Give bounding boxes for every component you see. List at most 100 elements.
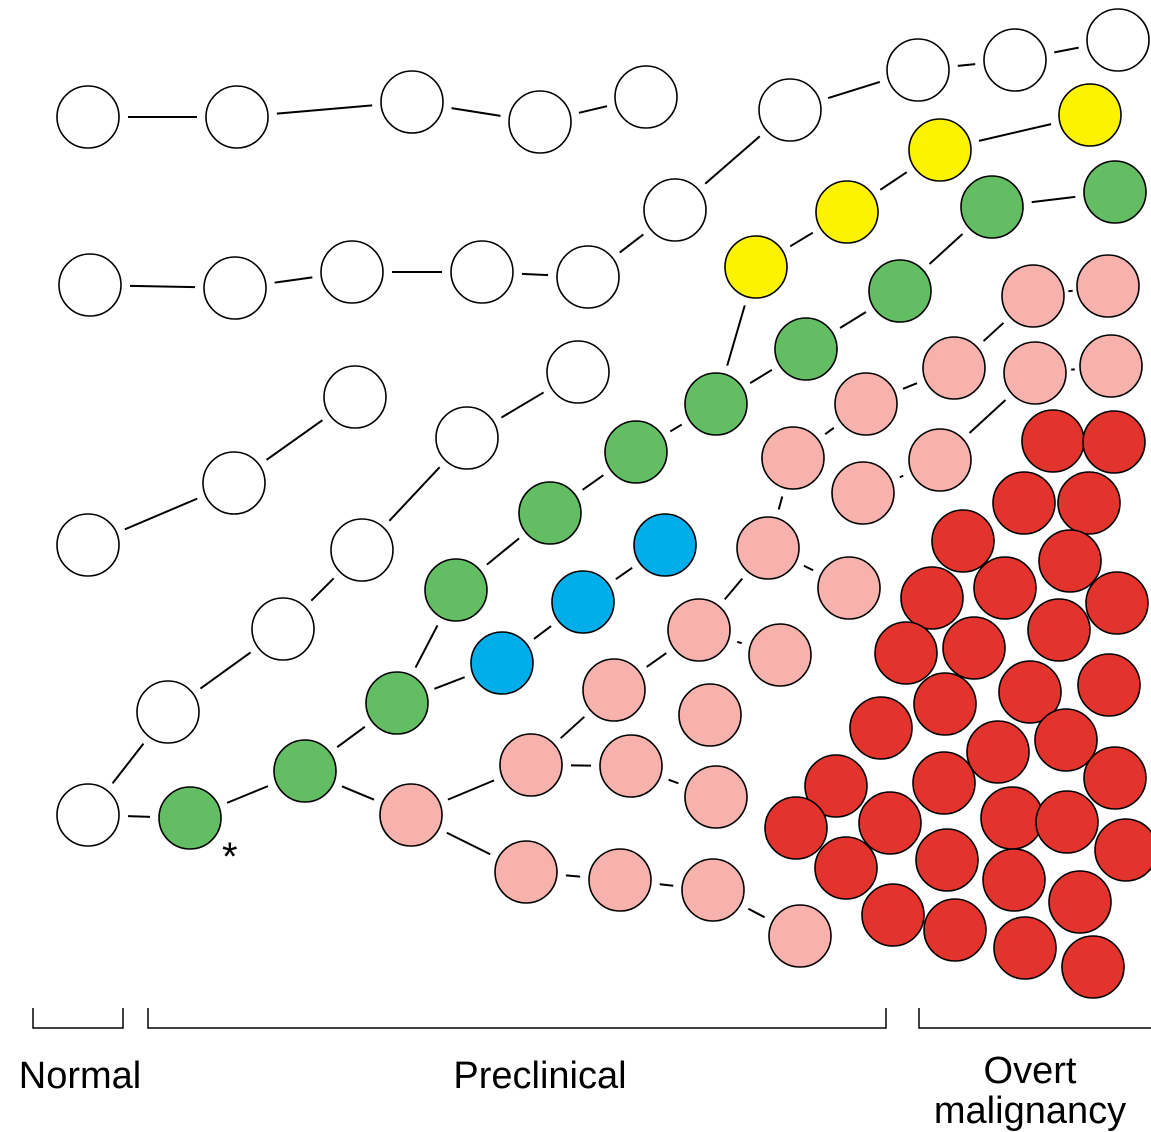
normal-cell	[546, 340, 610, 404]
malignant-cell	[900, 566, 964, 630]
malignant-cell	[1048, 870, 1112, 934]
lineage-line	[341, 785, 375, 801]
normal-cell	[435, 406, 499, 470]
pink-clone-cell	[831, 461, 895, 525]
lineage-line	[803, 564, 814, 572]
yellow-clone-cell	[908, 118, 972, 182]
malignant-cell	[931, 509, 995, 573]
lineage-line	[276, 104, 373, 115]
lineage-line	[434, 676, 465, 690]
lineage-line	[827, 80, 881, 100]
lineage-line	[957, 63, 976, 67]
yellow-clone-cell	[815, 180, 879, 244]
malignant-cell	[764, 796, 828, 860]
malignant-cell	[858, 791, 922, 855]
malignant-cell	[973, 556, 1037, 620]
pink-clone-cell	[922, 336, 986, 400]
normal-cell	[56, 85, 120, 149]
normal-cell	[556, 245, 620, 309]
lineage-line	[669, 423, 683, 433]
lineage-line	[1054, 46, 1079, 54]
lineage-line	[578, 105, 608, 114]
lineage-line	[336, 725, 366, 749]
malignant-cell	[966, 720, 1030, 784]
pink-clone-cell	[494, 840, 558, 904]
normal-cell	[1086, 8, 1150, 72]
malignant-cell	[993, 916, 1057, 980]
overt-label-line-2: malignancy	[933, 1089, 1127, 1132]
lineage-line	[310, 577, 335, 602]
malignant-cell	[861, 883, 925, 947]
lineage-line	[824, 426, 835, 436]
lineage-line	[704, 135, 761, 185]
lineage-line	[266, 419, 323, 461]
lineage-line	[451, 107, 501, 117]
normal-cell	[886, 38, 950, 102]
normal-cell	[330, 518, 394, 582]
lineage-line	[521, 272, 549, 277]
pink-clone-cell	[379, 783, 443, 847]
lineage-line	[968, 399, 1007, 434]
blue-clone-cell	[470, 631, 534, 695]
preclinical-stage-label: Preclinical	[453, 1055, 627, 1097]
lineage-line	[124, 497, 198, 531]
lineage-line	[111, 742, 145, 785]
malignant-cell	[913, 672, 977, 736]
malignant-cell	[923, 898, 987, 962]
normal-cell	[983, 28, 1047, 92]
normal-cell	[205, 85, 269, 149]
lineage-line	[749, 369, 773, 384]
overt-label-line-1: Overt	[983, 1050, 1077, 1092]
green-clone-cell	[273, 739, 337, 803]
lineage-line	[1031, 195, 1076, 204]
pink-clone-cell	[736, 516, 800, 580]
yellow-clone-cell	[1058, 83, 1122, 147]
pink-clone-cell	[834, 372, 898, 436]
lineage-line	[414, 624, 439, 669]
founder-mutation-marker: *	[222, 835, 238, 879]
green-clone-cell	[158, 786, 222, 850]
green-clone-cell	[518, 481, 582, 545]
normal-cell	[643, 178, 707, 242]
lineage-line	[747, 907, 766, 919]
normal-cell	[758, 78, 822, 142]
malignant-cell	[912, 751, 976, 815]
lineage-line	[486, 537, 520, 566]
malignant-cell	[1027, 598, 1091, 662]
stage-brackets	[32, 1008, 1151, 1029]
malignant-cell	[849, 696, 913, 760]
normal-stage-label: Normal	[18, 1055, 142, 1097]
lineage-line	[659, 883, 674, 887]
lineage-line	[723, 577, 744, 601]
lineage-line	[446, 831, 491, 856]
normal-cell	[251, 597, 315, 661]
overt-malignancy-bracket	[918, 1008, 1151, 1029]
pink-clone-cell	[678, 683, 742, 747]
lineage-line	[129, 284, 196, 289]
normal-cell	[450, 240, 514, 304]
green-clone-cell	[1083, 160, 1147, 224]
overt-malignancy-stage-label: Overt malignancy	[910, 1050, 1150, 1132]
normal-cell	[136, 680, 200, 744]
lineage-line	[668, 778, 679, 785]
green-clone-cell	[774, 317, 838, 381]
pink-clone-cell	[1001, 264, 1065, 328]
lineage-line	[615, 567, 633, 580]
lineage-line	[582, 474, 604, 491]
normal-cell	[203, 256, 267, 320]
malignant-cell	[1061, 935, 1125, 999]
malignant-cell	[992, 471, 1056, 535]
lineage-line	[565, 874, 581, 878]
lineage-line	[560, 716, 585, 739]
malignant-cell	[804, 754, 868, 818]
malignant-cell	[1082, 410, 1146, 474]
lineage-line	[199, 651, 252, 690]
blue-clone-cell	[551, 570, 615, 634]
malignant-cell	[942, 616, 1006, 680]
lineage-line	[127, 815, 151, 818]
lineage-line	[982, 322, 1005, 342]
lineage-line	[226, 785, 269, 804]
yellow-clone-cell	[724, 235, 788, 299]
lineage-line	[777, 496, 784, 510]
green-clone-cell	[868, 259, 932, 323]
